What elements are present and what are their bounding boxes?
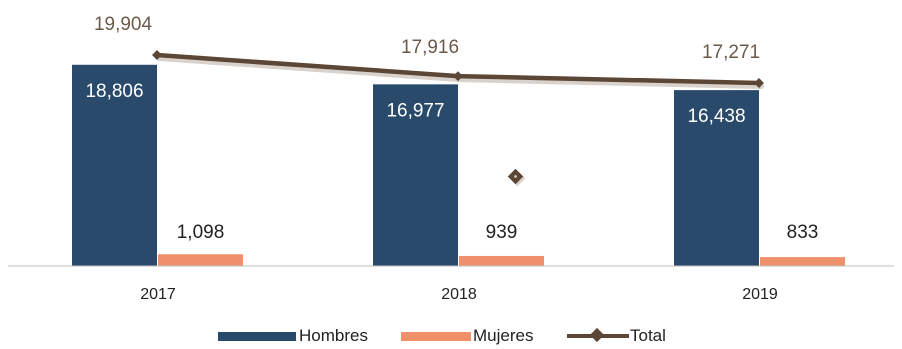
- bars-layer: [72, 64, 845, 266]
- label-mujeres-2018: 939: [486, 222, 518, 243]
- legend-swatch-hombres: [218, 332, 296, 341]
- total-marker-dot: [514, 175, 517, 178]
- x-tick-labels: 2017 2018 2019: [140, 286, 778, 303]
- legend-label-total: Total: [630, 326, 666, 345]
- total-point-2019: [754, 78, 764, 88]
- total-line-shadow: [156, 55, 764, 89]
- legend-swatch-total-marker: [589, 327, 605, 343]
- bar-mujeres-2017: [158, 254, 243, 266]
- tick-label-2017: 2017: [140, 286, 176, 303]
- total-line-layer: [152, 50, 764, 187]
- bar-mujeres-2019: [760, 257, 845, 266]
- label-mujeres-2019: 833: [787, 222, 819, 243]
- bar-hombres-2018: [373, 84, 458, 266]
- tick-label-2019: 2019: [742, 286, 778, 303]
- bar-mujeres-2018: [459, 255, 544, 266]
- label-hombres-2019: 16,438: [687, 106, 745, 127]
- bar-hombres-2017: [72, 64, 157, 266]
- label-total-2018: 17,916: [401, 37, 459, 58]
- data-labels-layer: 18,806 1,098 16,977 939 16,438 833 19,904 17,91…: [85, 14, 818, 243]
- total-point-2017: [152, 50, 162, 60]
- legend-swatch-mujeres: [401, 332, 471, 341]
- label-hombres-2017: 18,806: [85, 81, 143, 102]
- label-hombres-2018: 16,977: [386, 100, 444, 121]
- legend-label-mujeres: Mujeres: [473, 326, 533, 345]
- bar-hombres-2019: [674, 90, 759, 266]
- label-total-2019: 17,271: [702, 42, 760, 63]
- label-mujeres-2017: 1,098: [177, 222, 225, 243]
- legend: Hombres Mujeres Total: [218, 326, 666, 345]
- label-total-2017: 19,904: [94, 14, 153, 35]
- legend-label-hombres: Hombres: [299, 326, 368, 345]
- tick-label-2018: 2018: [441, 286, 477, 303]
